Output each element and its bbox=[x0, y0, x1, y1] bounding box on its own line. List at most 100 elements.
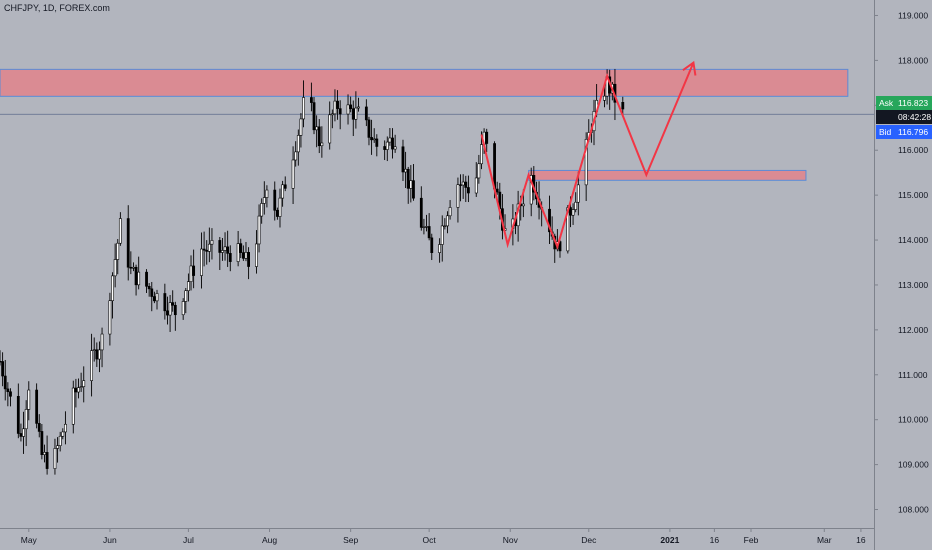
candle-body-2020-09-14 bbox=[383, 146, 387, 150]
time-tick-label: Feb bbox=[744, 535, 759, 545]
support-zone bbox=[528, 169, 807, 181]
candle-body-2020-08-21 bbox=[320, 142, 324, 147]
candle-body-2020-05-06 bbox=[40, 431, 44, 455]
candle-body-2020-07-07 bbox=[202, 248, 206, 251]
candle-body-2020-11-27 bbox=[576, 184, 580, 203]
candle-body-2020-07-21 bbox=[239, 243, 243, 253]
candle-body-2020-05-07 bbox=[43, 452, 46, 455]
candle-body-2020-08-06 bbox=[281, 184, 285, 199]
candle-body-2020-06-17 bbox=[150, 288, 154, 297]
time-tick-label: Aug bbox=[262, 535, 277, 545]
candle-body-2020-08-17 bbox=[309, 97, 313, 103]
candle-body-2020-07-02 bbox=[189, 265, 193, 282]
candle-body-2020-10-14 bbox=[461, 181, 465, 186]
candle-body-2020-08-24 bbox=[328, 114, 332, 144]
candle-body-2020-07-30 bbox=[262, 197, 266, 204]
candle-body-2020-09-08 bbox=[367, 119, 371, 138]
candle-body-2020-10-13 bbox=[459, 184, 462, 186]
price-tick-label: 111.000 bbox=[898, 370, 928, 380]
candle-body-2020-06-30 bbox=[184, 290, 188, 302]
candle-body-2020-05-13 bbox=[58, 435, 62, 446]
candle-body-2020-06-11 bbox=[134, 266, 138, 286]
candle-body-2020-12-14 bbox=[621, 102, 625, 110]
candle-body-2020-04-30 bbox=[24, 409, 28, 430]
candle-body-2020-09-23 bbox=[406, 168, 410, 189]
candle-body-2020-11-30 bbox=[584, 139, 588, 186]
price-tick-label: 119.000 bbox=[898, 10, 928, 20]
candle-body-2020-07-14 bbox=[221, 250, 224, 253]
candle-body-2020-10-20 bbox=[477, 163, 481, 179]
candle-body-2020-07-10 bbox=[210, 240, 214, 245]
projection-arrowhead bbox=[682, 60, 697, 76]
candle-body-2020-06-16 bbox=[147, 285, 151, 290]
candle-body-2020-10-12 bbox=[456, 184, 460, 208]
candle-body-2020-09-18 bbox=[393, 146, 397, 150]
candle-body-2020-08-19 bbox=[315, 126, 319, 131]
candle-body-2020-09-30 bbox=[425, 226, 428, 228]
candle-body-2020-07-03 bbox=[192, 265, 196, 276]
candle-body-2020-06-01 bbox=[108, 300, 112, 335]
candle-body-2020-07-23 bbox=[244, 252, 248, 259]
candle-body-2020-04-22 bbox=[3, 375, 7, 390]
candle-body-2020-05-15 bbox=[64, 423, 67, 433]
candle-body-2020-06-02 bbox=[111, 275, 114, 301]
ask-badge-bg bbox=[876, 96, 932, 110]
candle-body-2020-06-08 bbox=[126, 218, 130, 268]
price-tick-label: 110.000 bbox=[898, 415, 928, 425]
price-tick-label: 114.000 bbox=[898, 235, 928, 245]
candle-body-2020-10-27 bbox=[495, 188, 499, 193]
countdown-badge-bg bbox=[876, 110, 932, 124]
candle-body-2020-06-19 bbox=[155, 293, 159, 302]
bid-badge: Bid 116.796 bbox=[876, 125, 932, 139]
candle-body-2020-06-23 bbox=[166, 310, 169, 316]
candle-body-2020-08-10 bbox=[291, 159, 295, 189]
candle-body-2020-07-06 bbox=[200, 248, 203, 276]
candle-body-2020-09-29 bbox=[422, 226, 426, 229]
candle-body-2020-07-20 bbox=[236, 243, 240, 262]
candle-body-2020-04-21 bbox=[1, 361, 5, 377]
candle-body-2020-05-05 bbox=[37, 423, 41, 432]
candle-body-2020-10-01 bbox=[427, 226, 431, 239]
candle-body-2020-08-28 bbox=[338, 108, 342, 115]
candle-body-2020-10-19 bbox=[474, 177, 478, 194]
candle-body-2020-05-21 bbox=[79, 386, 83, 388]
candle-body-2020-07-31 bbox=[265, 189, 269, 198]
candle-body-2020-06-04 bbox=[116, 242, 120, 260]
price-tick-label: 108.000 bbox=[898, 505, 929, 515]
candle-body-2020-07-17 bbox=[228, 253, 232, 262]
candle-body-2020-07-08 bbox=[205, 249, 209, 252]
candle-body-2020-10-02 bbox=[430, 237, 434, 253]
candle-body-2020-04-24 bbox=[9, 391, 12, 397]
candle-body-2020-06-15 bbox=[145, 271, 148, 287]
candle-body-2020-08-31 bbox=[346, 104, 350, 115]
pattern-projection-line bbox=[480, 62, 695, 250]
candle-body-2020-10-08 bbox=[446, 215, 449, 227]
candle-body-2020-09-25 bbox=[412, 180, 415, 199]
time-tick-label: Oct bbox=[423, 535, 437, 545]
countdown-badge: 08:42:28 bbox=[876, 110, 932, 124]
candle-body-2020-10-16 bbox=[467, 187, 470, 194]
candle-body-2020-05-25 bbox=[90, 350, 93, 381]
resistance-zone bbox=[0, 68, 849, 97]
candle-body-2020-07-16 bbox=[226, 246, 230, 254]
candle-body-2020-05-12 bbox=[56, 445, 59, 449]
time-tick-label: Jul bbox=[183, 535, 194, 545]
candle-body-2020-12-07 bbox=[603, 95, 606, 101]
bid-value: 116.796 bbox=[898, 127, 928, 137]
candle-body-2020-05-29 bbox=[100, 333, 104, 351]
price-tick-label: 112.000 bbox=[898, 325, 928, 335]
candle-body-2020-09-04 bbox=[357, 106, 360, 109]
candle-body-2020-08-11 bbox=[294, 151, 298, 161]
candle-body-2020-04-28 bbox=[19, 433, 23, 437]
bid-label: Bid bbox=[879, 127, 892, 137]
candle-body-2020-10-07 bbox=[443, 225, 447, 227]
candle-body-2020-05-27 bbox=[95, 349, 99, 360]
candle-body-2020-08-04 bbox=[275, 209, 279, 217]
bid-badge-bg bbox=[876, 125, 932, 139]
candle-body-2020-11-16 bbox=[548, 208, 551, 233]
ask-badge: Ask 116.823 bbox=[876, 96, 932, 110]
candle-body-2020-07-01 bbox=[187, 281, 190, 292]
candle-body-2020-04-20 bbox=[0, 361, 2, 363]
